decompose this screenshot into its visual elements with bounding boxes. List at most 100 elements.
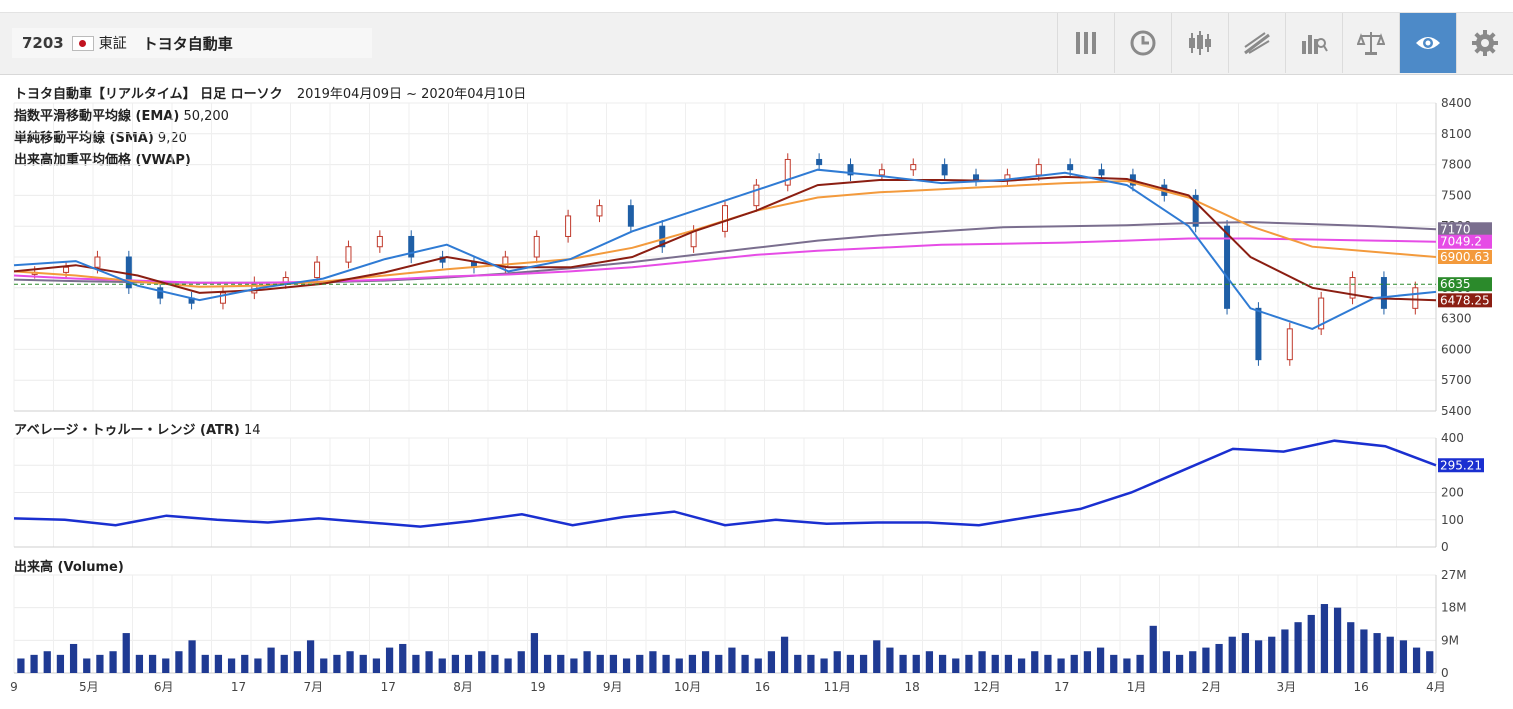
volume-bar	[991, 654, 999, 673]
volume-bar	[359, 654, 367, 673]
price-tick-label: 6000	[1441, 342, 1472, 356]
candle	[345, 246, 352, 263]
volume-bar	[491, 654, 499, 673]
volume-bar	[741, 654, 749, 673]
x-tick-label: 12月	[973, 680, 1000, 694]
volume-bar	[596, 654, 604, 673]
volume-bar	[83, 658, 91, 673]
bars-button[interactable]	[1057, 13, 1114, 73]
candle	[722, 205, 728, 232]
balance-button[interactable]	[1342, 13, 1399, 73]
volume-bar	[504, 658, 512, 673]
volume-bar	[1386, 636, 1394, 673]
volume-bar	[925, 651, 934, 673]
period-button[interactable]	[1114, 13, 1171, 73]
atr-value-label: 295.21	[1440, 458, 1482, 472]
candle	[219, 292, 226, 304]
eye-icon	[1416, 37, 1440, 49]
volume-bar	[478, 651, 486, 673]
drawing-button[interactable]	[1228, 13, 1285, 73]
chart-title: トヨタ自動車【リアルタイム】 日足 ローソク	[14, 87, 283, 102]
compare-button[interactable]	[1285, 13, 1342, 73]
japan-flag-icon	[71, 35, 94, 51]
volume-bar	[135, 654, 144, 673]
chart-type-button[interactable]	[1171, 13, 1228, 73]
atr-tick-label: 100	[1441, 513, 1464, 527]
volume-bar	[1044, 654, 1052, 673]
price-tick-label: 7500	[1441, 188, 1472, 202]
volume-bar	[293, 651, 302, 673]
volume-bar	[346, 651, 354, 673]
x-tick-label: 6月	[154, 680, 174, 694]
volume-bar	[1057, 658, 1065, 673]
settings-button[interactable]	[1456, 13, 1513, 73]
candle	[63, 266, 70, 273]
top-toolbar: 7203 東証 トヨタ自動車	[0, 0, 1513, 75]
atr-params: 14	[243, 423, 261, 438]
balance-icon	[1357, 32, 1385, 55]
volume-bar	[1333, 607, 1342, 673]
candle	[1286, 328, 1293, 361]
price-tick-label: 6300	[1441, 312, 1472, 326]
vwap-value-label-bg	[1438, 234, 1492, 249]
candle	[94, 256, 101, 268]
ema-legend: 指数平滑移動平均線 (EMA) 50,200	[14, 105, 229, 124]
volume-bar	[873, 640, 881, 673]
x-tick-label: 5月	[79, 680, 99, 694]
volume-bar	[938, 654, 947, 673]
volume-bar	[1149, 625, 1157, 673]
chart-title-line: トヨタ自動車【リアルタイム】 日足 ローソク 2019年04月09日 ~ 202…	[14, 83, 526, 102]
volume-bar	[43, 651, 51, 673]
current-price-label-bg	[1438, 277, 1492, 292]
x-tick-label: 2月	[1202, 680, 1222, 694]
chart-range: 2019年04月09日 ~ 2020年04月10日	[296, 87, 527, 102]
volume-bar	[1017, 658, 1026, 673]
candle	[376, 235, 383, 248]
price-tick-label: 8400	[1441, 96, 1472, 110]
candle	[125, 256, 132, 289]
volume-bar	[254, 658, 262, 673]
volume-bar	[1228, 636, 1236, 673]
x-tick-label: 11月	[824, 680, 851, 694]
volume-tick-label: 0	[1441, 666, 1449, 680]
volume-bar	[728, 647, 736, 673]
candle	[910, 164, 917, 171]
volume-bar	[109, 651, 117, 673]
volume-bar	[267, 647, 275, 673]
volume-bar	[56, 654, 65, 673]
volume-bar	[715, 654, 723, 673]
volume-bar	[899, 654, 907, 673]
view-button[interactable]	[1399, 13, 1456, 73]
ticker-box: 7203 東証 トヨタ自動車	[12, 28, 372, 58]
volume-bar	[701, 651, 710, 673]
volume-bar	[570, 658, 578, 673]
candle	[596, 205, 603, 217]
atr-tick-label: 200	[1441, 486, 1464, 500]
volume-bar	[754, 658, 762, 673]
volume-bar	[372, 658, 381, 673]
ema-label: 指数平滑移動平均線 (EMA)	[14, 109, 180, 124]
volume-bar	[1412, 647, 1421, 673]
compare-icon	[1302, 35, 1328, 54]
stock-code: 7203	[22, 34, 64, 52]
volume-bar	[1360, 629, 1368, 673]
candle	[627, 205, 634, 227]
volume-bar	[1399, 640, 1408, 673]
volume-bar	[1254, 640, 1263, 673]
volume-bar	[333, 654, 341, 673]
chart-area: トヨタ自動車【リアルタイム】 日足 ローソク 2019年04月09日 ~ 202…	[0, 75, 1513, 709]
volume-bar	[1320, 604, 1329, 673]
candle	[1035, 164, 1042, 176]
volume-bar	[227, 658, 236, 673]
candle	[157, 287, 164, 299]
bars-icon	[1076, 32, 1096, 54]
price-tick-label: 8100	[1441, 127, 1472, 141]
volume-bar	[1241, 633, 1250, 673]
volume-bar	[1004, 654, 1013, 673]
ema200-value-label-bg	[1438, 222, 1492, 237]
volume-bar	[1110, 654, 1118, 673]
atr-line	[13, 439, 1437, 528]
volume-bar	[17, 658, 25, 673]
volume-tick-label: 9M	[1441, 633, 1459, 647]
volume-bar	[438, 658, 446, 673]
